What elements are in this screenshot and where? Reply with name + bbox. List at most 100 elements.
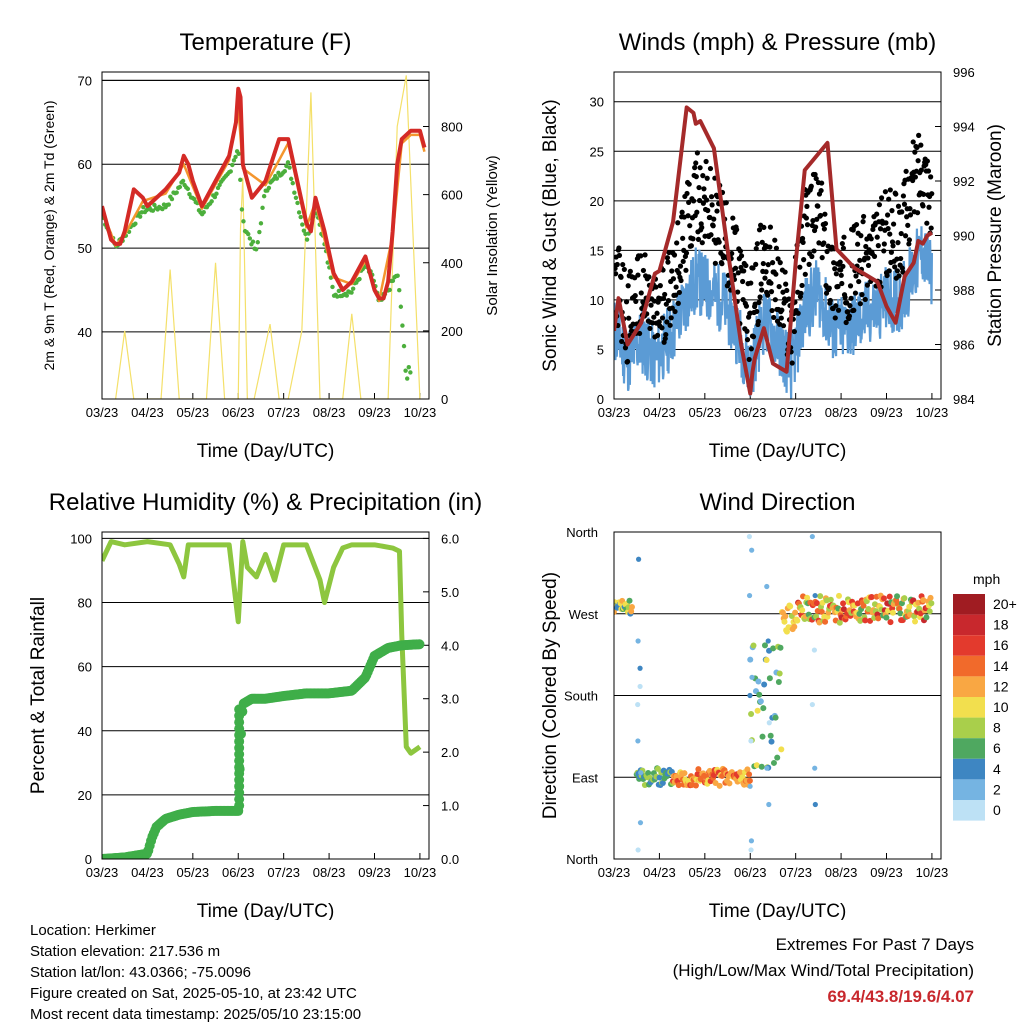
- direction-point: [747, 656, 754, 663]
- speed-legend: mph 20+ 18 16 14 12 10 8 6 4 2 0: [953, 571, 1017, 821]
- y2-tick-label: 800: [441, 120, 463, 135]
- gust-point: [665, 298, 672, 304]
- direction-point: [894, 593, 901, 600]
- gust-point: [767, 224, 774, 230]
- gust-point: [799, 282, 805, 289]
- direction-point: [770, 645, 777, 652]
- humidity-line: [102, 539, 422, 756]
- direction-point: [854, 600, 861, 607]
- gust-point: [835, 283, 841, 290]
- direction-point: [716, 782, 723, 789]
- gust-point: [900, 269, 906, 275]
- y-tick-label: 15: [590, 243, 604, 258]
- gust-point: [648, 302, 654, 308]
- gust-point: [693, 160, 699, 166]
- direction-point: [868, 593, 875, 600]
- gust-point: [841, 234, 847, 240]
- gust-point: [851, 307, 857, 313]
- gust-point: [814, 216, 820, 222]
- direction-point: [887, 619, 894, 626]
- gust-point: [668, 315, 674, 321]
- dewpoint-point: [304, 237, 310, 242]
- dewpoint-point: [236, 151, 241, 156]
- x-tick-label: 09/23: [358, 405, 391, 420]
- gust-point: [670, 276, 677, 282]
- station-info: Location: Herkimer Station elevation: 21…: [30, 920, 361, 1025]
- x-tick-label: 08/23: [313, 865, 346, 880]
- direction-point: [889, 609, 896, 616]
- dewpoint-point: [260, 205, 265, 211]
- gust-point: [773, 245, 780, 251]
- gust-point: [875, 243, 881, 249]
- gust-point: [672, 308, 678, 315]
- gust-point: [892, 264, 898, 270]
- gust-point: [782, 269, 788, 275]
- x-axis-label: Time (Day/UTC): [197, 901, 335, 920]
- panel-2: Winds (mph) & Pressure (mb) Time (Day/UTC…: [540, 29, 1006, 462]
- figure: Temperature (F) Time (Day/UTC) 2m & 9m T (…: [28, 29, 1017, 920]
- y-axis-label: Direction (Colored By Speed): [540, 572, 561, 819]
- gust-point: [653, 284, 659, 290]
- gust-point: [890, 243, 896, 249]
- gust-point: [881, 248, 887, 254]
- gust-point: [842, 294, 848, 300]
- x-tick-label: 10/23: [404, 865, 437, 880]
- gust-point: [759, 239, 765, 245]
- legend-swatch: [953, 779, 985, 800]
- gust-point: [915, 158, 921, 164]
- gust-point: [859, 292, 865, 298]
- gust-point: [695, 236, 702, 243]
- gust-point: [686, 181, 692, 187]
- gust-point: [669, 268, 675, 274]
- gust-point: [709, 202, 715, 208]
- y-tick-label: 40: [78, 724, 92, 739]
- dewpoint-point: [241, 219, 246, 224]
- gust-point: [765, 262, 771, 268]
- gust-point: [813, 175, 819, 182]
- direction-point: [794, 617, 801, 624]
- dewpoint-point: [212, 194, 218, 200]
- legend-label: 2: [993, 781, 1001, 797]
- gust-point: [894, 268, 901, 274]
- y-tick-label: 25: [590, 144, 604, 159]
- gust-point: [654, 310, 660, 316]
- gust-point: [838, 272, 844, 278]
- gust-point: [671, 252, 678, 258]
- direction-point: [754, 707, 761, 714]
- gust-point: [898, 230, 904, 237]
- dewpoint-point: [209, 199, 214, 204]
- dewpoint-point: [238, 177, 243, 183]
- x-tick-label: 09/23: [870, 865, 903, 880]
- direction-point: [635, 701, 641, 708]
- gust-point: [623, 299, 630, 305]
- gust-point: [759, 287, 765, 293]
- gust-point: [655, 332, 661, 338]
- direction-point: [772, 714, 779, 721]
- x-tick-label: 03/23: [86, 865, 119, 880]
- gust-point: [704, 197, 710, 203]
- direction-point: [809, 533, 815, 540]
- gust-point: [686, 199, 692, 206]
- direction-point: [764, 583, 770, 590]
- y-tick-label: 80: [78, 596, 92, 611]
- dewpoint-point: [298, 214, 303, 220]
- gust-point: [920, 191, 927, 197]
- direction-point: [860, 602, 867, 609]
- gust-point: [928, 174, 934, 180]
- gust-point: [863, 243, 869, 250]
- gust-point: [903, 168, 909, 174]
- x-tick-label: 05/23: [689, 405, 722, 420]
- panel-1: Temperature (F) Time (Day/UTC) 2m & 9m T (…: [41, 29, 501, 462]
- gust-point: [642, 252, 648, 258]
- gust-point: [734, 227, 740, 233]
- gust-point: [756, 299, 762, 306]
- direction-point: [635, 847, 641, 853]
- dewpoint-point: [290, 180, 295, 186]
- x-tick-label: 06/23: [222, 865, 255, 880]
- gust-point: [765, 292, 771, 298]
- legend-swatch: [953, 717, 985, 739]
- dewpoint-point: [239, 207, 245, 212]
- direction-point: [927, 594, 934, 601]
- gust-point: [888, 249, 895, 255]
- gust-point: [858, 233, 864, 239]
